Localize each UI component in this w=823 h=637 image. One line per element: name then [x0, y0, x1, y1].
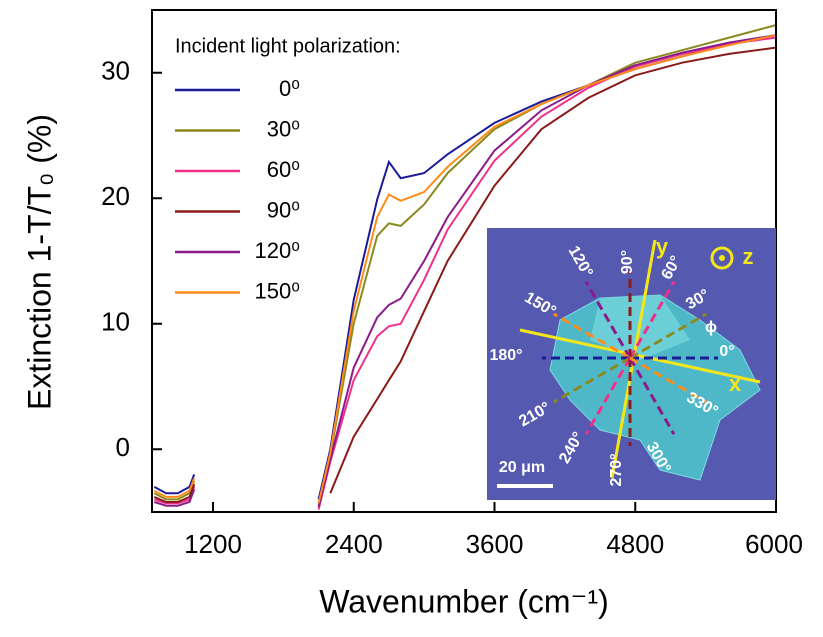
- polarization-arrow: [553, 356, 631, 404]
- inset-label: 20 μm: [499, 459, 545, 476]
- y-tick-label: 30: [101, 56, 130, 86]
- polarization-arrow: [629, 356, 707, 404]
- inset-label: 270°: [608, 453, 625, 486]
- inset-label: x: [729, 371, 742, 396]
- y-axis-title: Extinction 1-T/T₀ (%): [21, 114, 57, 410]
- series-line: [154, 34, 776, 508]
- z-dot: [719, 255, 725, 261]
- plot-lines: [153, 24, 776, 510]
- polarization-arrow: [629, 312, 707, 360]
- inset-label: z: [743, 244, 754, 269]
- series-line: [153, 34, 776, 504]
- polarization-arrow: [553, 312, 631, 360]
- inset: 0°30°60°90°120°150°180°210°240°270° 300°3…: [487, 228, 776, 500]
- x-tick-label: 1200: [184, 529, 242, 559]
- x-tick-label: 4800: [606, 529, 664, 559]
- z-symbol: [710, 246, 734, 270]
- x-tick-label: 2400: [325, 529, 383, 559]
- inset-label: y: [656, 234, 669, 259]
- legend-label: 120⁰: [254, 238, 300, 263]
- legend-title: Incident light polarization:: [175, 35, 401, 57]
- series-line: [153, 46, 776, 503]
- inset-label: 0°: [719, 343, 734, 360]
- polarization-arrow: [584, 357, 632, 435]
- x-axis-title: Wavenumber (cm⁻¹): [319, 583, 609, 619]
- inset-label: 180°: [489, 347, 522, 364]
- legend-label: 30⁰: [267, 116, 300, 141]
- axis-x: [519, 328, 761, 384]
- polarization-arrow: [628, 281, 676, 359]
- polarization-arrow: [628, 357, 676, 435]
- inset-label: 90°: [619, 250, 636, 274]
- legend-label: 60⁰: [267, 157, 300, 182]
- legend-label: 0⁰: [279, 76, 300, 101]
- y-tick-label: 0: [116, 432, 130, 462]
- y-tick-label: 10: [101, 307, 130, 337]
- x-tick-label: 3600: [466, 529, 524, 559]
- y-tick-label: 20: [101, 181, 130, 211]
- x-tick-label: 6000: [745, 529, 803, 559]
- legend-label: 150⁰: [254, 278, 300, 303]
- legend-label: 90⁰: [267, 197, 300, 222]
- polarization-arrow: [584, 281, 632, 359]
- inset-label: ϕ: [705, 319, 717, 336]
